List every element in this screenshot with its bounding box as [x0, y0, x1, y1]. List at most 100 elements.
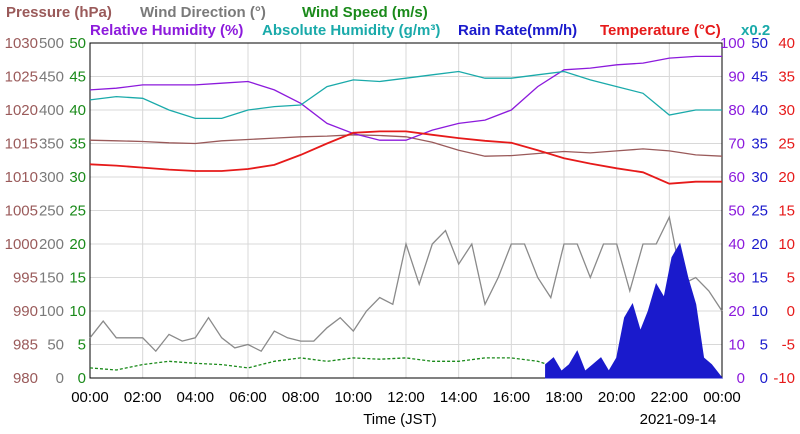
y-tick-label: 30	[69, 169, 86, 186]
y-tick-label: 150	[39, 270, 64, 287]
legend: Pressure (hPa) Wind Direction (°) Wind Spe…	[6, 4, 770, 39]
y-tick-label: 985	[13, 337, 38, 354]
y-tick-label: 25	[69, 203, 86, 220]
y-tick-label: 80	[728, 102, 745, 119]
y-tick-label: 1020	[5, 102, 38, 119]
y-tick-label: 5	[760, 337, 768, 354]
x-tick-label: 20:00	[598, 389, 636, 406]
y-tick-label: 10	[778, 236, 795, 253]
y-tick-label: -5	[782, 337, 795, 354]
x-tick-label: 02:00	[124, 389, 162, 406]
y-tick-label: 40	[728, 236, 745, 253]
y-tick-label: 30	[751, 169, 768, 186]
x-tick-label: 22:00	[651, 389, 689, 406]
y-tick-label: 450	[39, 69, 64, 86]
y-tick-label: 0	[760, 370, 768, 387]
legend-item: Temperature (°C)	[600, 22, 721, 39]
y-tick-label: 0	[78, 370, 86, 387]
y-tick-label: 35	[69, 136, 86, 153]
y-tick-label: 350	[39, 136, 64, 153]
y-tick-label: 40	[69, 102, 86, 119]
y-tick-label: 25	[751, 203, 768, 220]
y-tick-label: 1005	[5, 203, 38, 220]
y-tick-label: 40	[751, 102, 768, 119]
y-tick-label: 990	[13, 303, 38, 320]
y-tick-label: 10	[69, 303, 86, 320]
legend-item: Absolute Humidity (g/m³)	[262, 22, 440, 39]
legend-item: Wind Speed (m/s)	[302, 4, 428, 21]
y-tick-label: 35	[751, 136, 768, 153]
x-tick-label: 00:00	[703, 389, 741, 406]
legend-item: Wind Direction (°)	[140, 4, 266, 21]
series-line	[89, 130, 722, 185]
legend-item: Relative Humidity (%)	[90, 22, 243, 39]
series-rain-rate	[545, 242, 724, 379]
y-tick-label: 500	[39, 35, 64, 52]
plot-area	[89, 55, 724, 379]
series-line	[89, 357, 549, 371]
x-axis: 00:00 02:00 04:00 06:00 08:00 10:00 12:00 14:00…	[71, 389, 741, 406]
y-tick-label: 25	[778, 136, 795, 153]
y-tick-label: 35	[778, 69, 795, 86]
y-tick-label: 980	[13, 370, 38, 387]
series-line	[89, 215, 723, 353]
y-tick-label: 0	[56, 370, 64, 387]
x-tick-label: 14:00	[440, 389, 478, 406]
y-tick-label: 50	[69, 35, 86, 52]
y-tick-label: 15	[751, 270, 768, 287]
y-tick-label: 60	[728, 169, 745, 186]
y-tick-label: 0	[737, 370, 745, 387]
y-tick-label: 50	[728, 203, 745, 220]
y-tick-label: 15	[778, 203, 795, 220]
y-tick-label: 30	[728, 270, 745, 287]
y-tick-label: 5	[78, 337, 86, 354]
x-tick-label: 00:00	[71, 389, 109, 406]
y-tick-label: 100	[720, 35, 745, 52]
y-tick-label: 40	[778, 35, 795, 52]
y-tick-label: 1025	[5, 69, 38, 86]
y-tick-label: 200	[39, 236, 64, 253]
y-tick-label: 50	[47, 337, 64, 354]
y-tick-label: 50	[751, 35, 768, 52]
y-tick-label: 15	[69, 270, 86, 287]
series-line	[89, 70, 722, 120]
plot-frame	[89, 42, 723, 379]
legend-item: Pressure (hPa)	[6, 4, 112, 21]
y-tick-label: -10	[773, 370, 795, 387]
y-tick-label: 90	[728, 69, 745, 86]
x-tick-label: 04:00	[177, 389, 215, 406]
y-tick-label: 5	[787, 270, 795, 287]
y-tick-label: 20	[728, 303, 745, 320]
x-tick-label: 10:00	[335, 389, 373, 406]
y-tick-label: 10	[751, 303, 768, 320]
x-axis-label: Time (JST)	[363, 411, 437, 428]
y-tick-label: 300	[39, 169, 64, 186]
x-tick-label: 12:00	[387, 389, 425, 406]
y-tick-label: 10	[728, 337, 745, 354]
y-tick-label: 0	[787, 303, 795, 320]
date-label: 2021-09-14	[640, 411, 717, 428]
y-tick-label: 1030	[5, 35, 38, 52]
y-tick-label: 20	[778, 169, 795, 186]
y-tick-label: 20	[69, 236, 86, 253]
y-tick-label: 1010	[5, 169, 38, 186]
y-tick-label: 1000	[5, 236, 38, 253]
y-tick-label: 20	[751, 236, 768, 253]
y-tick-label: 70	[728, 136, 745, 153]
y-tick-label: 1015	[5, 136, 38, 153]
y-tick-label: 400	[39, 102, 64, 119]
y-tick-label: 30	[778, 102, 795, 119]
x-tick-label: 06:00	[229, 389, 267, 406]
legend-item: x0.2	[741, 22, 770, 39]
x-tick-label: 18:00	[545, 389, 583, 406]
y-tick-label: 995	[13, 270, 38, 287]
x-tick-label: 08:00	[282, 389, 320, 406]
y-tick-label: 250	[39, 203, 64, 220]
x-tick-label: 16:00	[493, 389, 531, 406]
legend-item: Rain Rate(mm/h)	[458, 22, 577, 39]
series-line	[89, 55, 722, 141]
series-line	[89, 134, 723, 157]
axes: 9809859909951000100510101015102010251030…	[5, 35, 795, 387]
y-tick-label: 100	[39, 303, 64, 320]
